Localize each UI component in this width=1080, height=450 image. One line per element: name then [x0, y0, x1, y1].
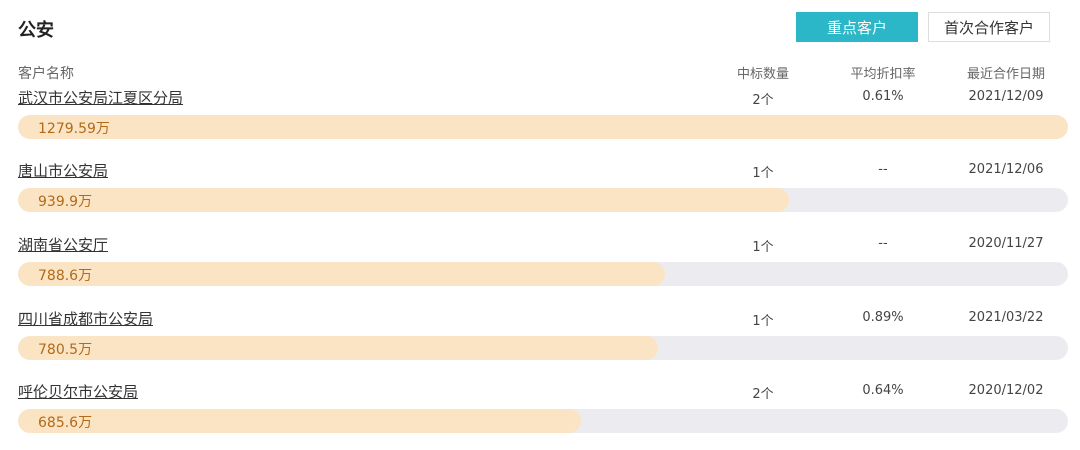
bid-count: 2个	[752, 387, 774, 402]
average-discount: 0.61%	[862, 89, 904, 104]
amount-label: 685.6万	[38, 415, 93, 431]
customer-name-link[interactable]: 武汉市公安局江夏区分局	[18, 89, 184, 107]
customer-name-link[interactable]: 湖南省公安厅	[18, 236, 109, 254]
bid-count: 2个	[752, 93, 774, 108]
amount-bar-track: 780.5万	[18, 336, 1068, 360]
amount-label: 939.9万	[38, 194, 93, 210]
bid-count: 1个	[752, 240, 774, 255]
bid-count: 1个	[752, 166, 774, 181]
bid-count: 1个	[752, 314, 774, 329]
amount-label: 788.6万	[38, 268, 93, 284]
customer-row: 四川省成都市公安局 1个 0.89% 2021/03/22 780.5万	[0, 308, 1080, 368]
amount-bar-track: 788.6万	[18, 262, 1068, 286]
last-cooperation-date: 2021/03/22	[968, 310, 1044, 325]
amount-bar-fill	[18, 188, 790, 212]
amount-bar-fill	[18, 409, 581, 433]
amount-bar-fill	[18, 336, 659, 360]
key-customer-button[interactable]: 重点客户	[796, 12, 918, 42]
last-cooperation-date: 2020/11/27	[968, 236, 1044, 251]
average-discount: 0.89%	[862, 310, 904, 325]
amount-bar-fill	[18, 262, 666, 286]
column-header-name: 客户名称	[18, 66, 74, 82]
column-header-count: 中标数量	[736, 67, 789, 82]
last-cooperation-date: 2021/12/09	[968, 89, 1044, 104]
column-header-last-date: 最近合作日期	[966, 67, 1045, 82]
average-discount: --	[878, 236, 888, 251]
customer-name-link[interactable]: 呼伦贝尔市公安局	[18, 383, 139, 401]
amount-bar-track: 685.6万	[18, 409, 1068, 433]
customer-row: 唐山市公安局 1个 -- 2021/12/06 939.9万	[0, 160, 1080, 220]
customer-name-link[interactable]: 四川省成都市公安局	[18, 310, 154, 328]
average-discount: 0.64%	[862, 383, 904, 398]
amount-label: 780.5万	[38, 342, 93, 358]
amount-bar-fill	[18, 115, 1068, 139]
amount-bar-track: 1279.59万	[18, 115, 1068, 139]
last-cooperation-date: 2020/12/02	[968, 383, 1044, 398]
customer-name-link[interactable]: 唐山市公安局	[18, 162, 109, 180]
column-header-discount: 平均折扣率	[850, 67, 916, 82]
customer-row: 湖南省公安厅 1个 -- 2020/11/27 788.6万	[0, 234, 1080, 294]
first-cooperation-customer-button[interactable]: 首次合作客户	[928, 12, 1050, 42]
last-cooperation-date: 2021/12/06	[968, 162, 1044, 177]
average-discount: --	[878, 162, 888, 177]
customer-row: 武汉市公安局江夏区分局 2个 0.61% 2021/12/09 1279.59万	[0, 87, 1080, 147]
section-title: 公安	[18, 20, 54, 41]
amount-label: 1279.59万	[38, 121, 110, 137]
customer-row: 呼伦贝尔市公安局 2个 0.64% 2020/12/02 685.6万	[0, 381, 1080, 441]
amount-bar-track: 939.9万	[18, 188, 1068, 212]
